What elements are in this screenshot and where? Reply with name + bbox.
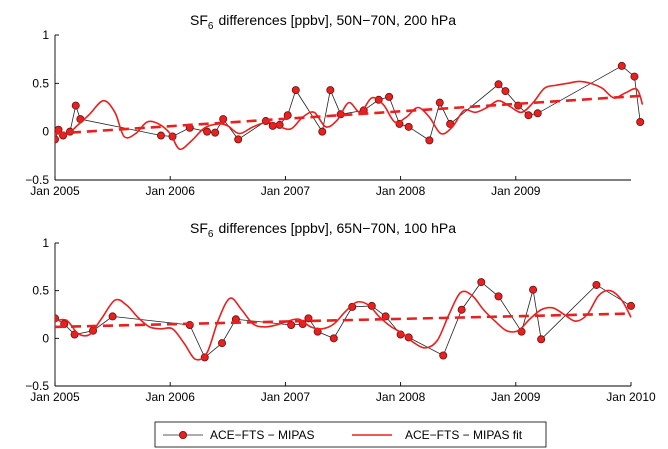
x-tick-label: Jan 2009 bbox=[491, 390, 541, 404]
y-tick-label: −0.5 bbox=[25, 379, 49, 393]
data-point bbox=[494, 292, 503, 301]
y-tick-label: −0.5 bbox=[25, 173, 49, 187]
data-point bbox=[404, 122, 413, 131]
y-tick-label: 1 bbox=[42, 28, 49, 42]
legend: ACE−FTS − MIPAS ACE−FTS − MIPAS fit bbox=[154, 421, 547, 448]
data-point bbox=[291, 86, 300, 95]
data-point bbox=[524, 111, 533, 120]
x-tick-label: Jan 2008 bbox=[376, 184, 426, 198]
data-point bbox=[533, 109, 542, 118]
x-tick-label: Jan 2008 bbox=[376, 390, 426, 404]
x-tick-label: Jan 2006 bbox=[146, 184, 196, 198]
legend-box bbox=[154, 421, 547, 448]
data-point bbox=[234, 135, 243, 144]
data-point bbox=[385, 92, 394, 101]
x-tick-label: Jan 2005 bbox=[30, 184, 80, 198]
chart-title-bottom-main: SF bbox=[190, 220, 208, 236]
data-point bbox=[425, 136, 434, 145]
legend-label-fit: ACE−FTS − MIPAS fit bbox=[405, 428, 523, 442]
data-point bbox=[636, 118, 645, 127]
plot-area-bottom bbox=[55, 278, 636, 362]
x-tick-label: Jan 2007 bbox=[261, 184, 311, 198]
legend-label-data: ACE−FTS − MIPAS bbox=[210, 428, 314, 442]
data-point bbox=[348, 302, 357, 311]
legend-swatch-data-marker bbox=[178, 430, 187, 439]
data-point bbox=[71, 101, 80, 110]
data-point bbox=[477, 278, 486, 287]
data-point bbox=[630, 72, 639, 81]
data-point bbox=[439, 351, 448, 360]
data-point bbox=[501, 87, 510, 96]
data-line-bottom bbox=[55, 281, 632, 359]
chart-title-bottom-sub: 6 bbox=[208, 229, 214, 240]
fit-line-top bbox=[55, 80, 644, 151]
axes-bottom: −0.5 0 0.5 1 Jan 2005 Jan 2006 Jan 2007 Jan 200… bbox=[25, 236, 656, 404]
y-tick-label: 0.5 bbox=[32, 284, 49, 298]
y-tick-label: 0 bbox=[42, 125, 49, 139]
plot-area-top bbox=[55, 61, 645, 151]
chart-title-bottom: SF6 differences [ppbv], 65N−70N, 100 hPa bbox=[190, 220, 456, 240]
axes-top: −0.5 0 0.5 1 Jan 2005 Jan 2006 Jan 2007 Jan 200… bbox=[25, 28, 645, 198]
data-point bbox=[517, 327, 526, 336]
data-point bbox=[203, 127, 212, 136]
data-point bbox=[108, 312, 117, 321]
y-tick-label: 0.5 bbox=[32, 76, 49, 90]
y-tick-label: 1 bbox=[42, 236, 49, 250]
data-point bbox=[457, 305, 466, 314]
x-tick-label: Jan 2005 bbox=[30, 390, 80, 404]
data-point bbox=[218, 339, 227, 348]
data-point bbox=[304, 314, 313, 323]
data-point bbox=[211, 128, 220, 137]
data-point bbox=[592, 280, 601, 289]
chart-bottom: SF6 differences [ppbv], 65N−70N, 100 hPa … bbox=[25, 220, 656, 404]
chart-title-top-main: SF bbox=[190, 12, 208, 28]
data-point bbox=[55, 135, 59, 144]
x-tick-label: Jan 2009 bbox=[491, 184, 541, 198]
trend-line-top bbox=[55, 94, 641, 135]
x-tick-label: Jan 2007 bbox=[261, 390, 311, 404]
x-tick-label: Jan 2006 bbox=[146, 390, 196, 404]
trend-line-bottom bbox=[55, 312, 632, 329]
chart-title-top-sub: 6 bbox=[208, 21, 214, 32]
data-point bbox=[435, 98, 444, 107]
data-point bbox=[329, 334, 338, 343]
x-tick-label: Jan 2010 bbox=[606, 390, 656, 404]
chart-top: SF6 differences [ppbv], 50N−70N, 200 hPa … bbox=[25, 12, 645, 198]
data-point bbox=[287, 320, 296, 329]
data-point bbox=[494, 80, 503, 89]
data-point bbox=[156, 131, 165, 140]
fit-line-bottom bbox=[55, 289, 632, 361]
chart-title-top-rest: differences [ppbv], 50N−70N, 200 hPa bbox=[218, 12, 456, 28]
data-point bbox=[318, 127, 327, 136]
data-point bbox=[326, 86, 335, 95]
data-point bbox=[367, 301, 376, 310]
chart-title-bottom-rest: differences [ppbv], 65N−70N, 100 hPa bbox=[218, 220, 456, 236]
data-point bbox=[627, 301, 636, 310]
data-point bbox=[617, 61, 626, 70]
y-tick-label: 0 bbox=[42, 331, 49, 345]
data-point bbox=[537, 335, 546, 344]
chart-title-top: SF6 differences [ppbv], 50N−70N, 200 hPa bbox=[190, 12, 456, 32]
data-point bbox=[200, 353, 209, 362]
data-point bbox=[529, 285, 538, 294]
